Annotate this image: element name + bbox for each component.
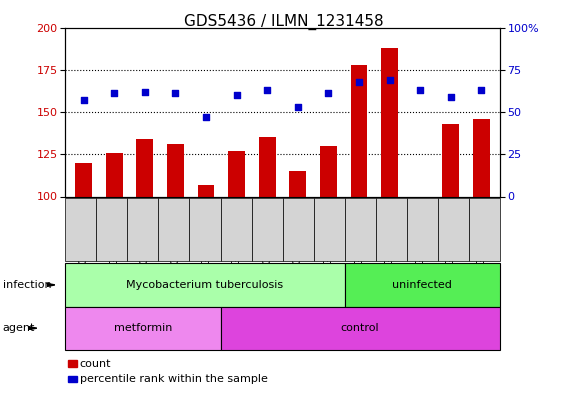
Bar [106, 152, 123, 196]
Point [110, 90, 119, 97]
Bar [136, 139, 153, 196]
Text: count: count [80, 358, 111, 369]
Bar [473, 119, 490, 196]
Point [232, 92, 241, 98]
Polygon shape [47, 283, 55, 286]
Point [202, 114, 211, 120]
Bar [228, 151, 245, 196]
Bar [381, 48, 398, 196]
Point [416, 87, 425, 93]
Point [324, 90, 333, 97]
Text: GDS5436 / ILMN_1231458: GDS5436 / ILMN_1231458 [184, 14, 384, 30]
Text: percentile rank within the sample: percentile rank within the sample [80, 374, 268, 384]
Point [477, 87, 486, 93]
Point [354, 79, 364, 85]
Point [79, 97, 88, 103]
Text: infection: infection [3, 280, 52, 290]
Text: Mycobacterium tuberculosis: Mycobacterium tuberculosis [127, 280, 283, 290]
Bar [350, 65, 367, 196]
Text: uninfected: uninfected [392, 280, 452, 290]
Point [263, 87, 272, 93]
Text: agent: agent [3, 323, 35, 333]
Bar [320, 146, 337, 196]
Polygon shape [28, 327, 37, 330]
Point [293, 104, 302, 110]
Bar [198, 185, 215, 196]
Point [140, 88, 149, 95]
Bar [290, 171, 306, 196]
Bar [259, 137, 275, 196]
Bar [167, 144, 184, 196]
Text: metformin: metformin [114, 323, 172, 333]
Point [385, 77, 394, 83]
Point [446, 94, 456, 100]
Text: control: control [341, 323, 379, 333]
Point [171, 90, 180, 97]
Bar [442, 124, 460, 196]
Bar [76, 163, 92, 196]
